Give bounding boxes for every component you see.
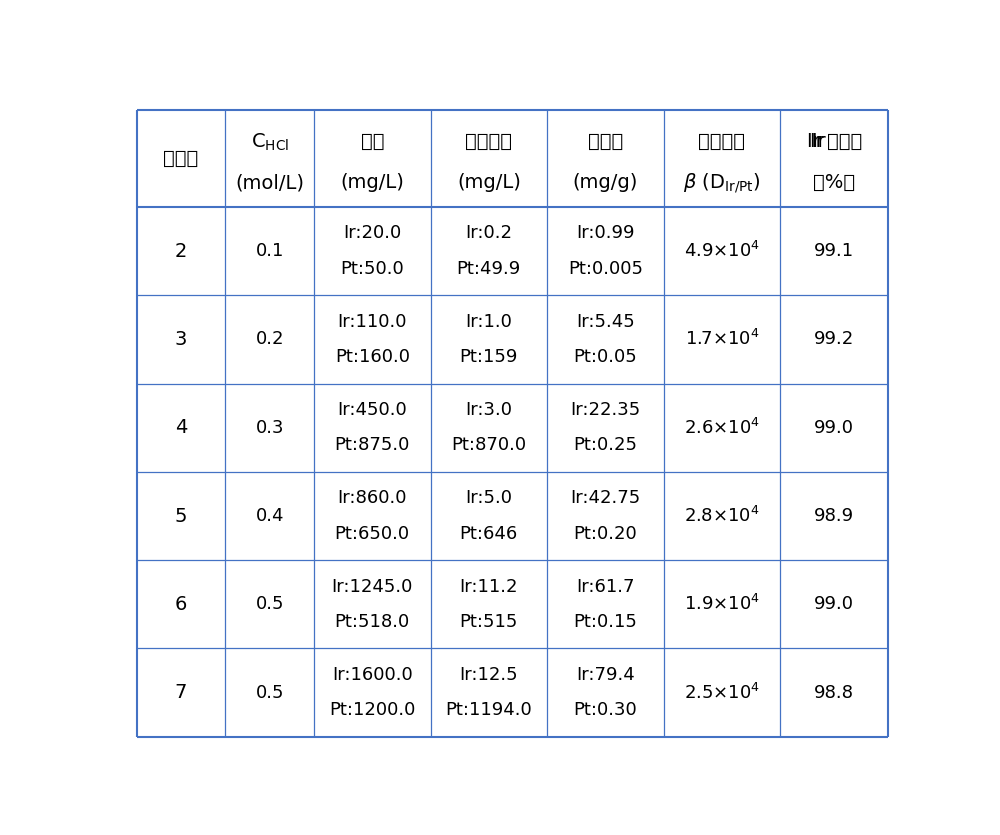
Text: Ir:42.75: Ir:42.75 bbox=[570, 489, 640, 508]
Text: (mg/L): (mg/L) bbox=[457, 173, 521, 192]
Text: 实施例: 实施例 bbox=[163, 149, 199, 168]
Text: Ir:450.0: Ir:450.0 bbox=[337, 401, 407, 419]
Text: Ir:61.7: Ir:61.7 bbox=[576, 578, 635, 595]
Text: 0.3: 0.3 bbox=[255, 418, 284, 437]
Text: Ir:0.99: Ir:0.99 bbox=[576, 225, 635, 242]
Text: Ir:860.0: Ir:860.0 bbox=[338, 489, 407, 508]
Text: Pt:0.005: Pt:0.005 bbox=[568, 260, 643, 278]
Text: Pt:0.15: Pt:0.15 bbox=[573, 613, 637, 631]
Text: 2.8×10$^{4}$: 2.8×10$^{4}$ bbox=[684, 506, 760, 526]
Text: Ir:110.0: Ir:110.0 bbox=[338, 313, 407, 331]
Text: Ir:5.45: Ir:5.45 bbox=[576, 313, 635, 331]
Text: 5: 5 bbox=[175, 507, 187, 525]
Text: Ir:3.0: Ir:3.0 bbox=[465, 401, 512, 419]
Text: Pt:50.0: Pt:50.0 bbox=[340, 260, 404, 278]
Text: 98.9: 98.9 bbox=[814, 507, 854, 525]
Text: 0.2: 0.2 bbox=[255, 331, 284, 348]
Text: Pt:646: Pt:646 bbox=[460, 524, 518, 543]
Text: 99.1: 99.1 bbox=[814, 242, 854, 261]
Text: Ir:20.0: Ir:20.0 bbox=[343, 225, 401, 242]
Text: 6: 6 bbox=[175, 595, 187, 614]
Text: 2: 2 bbox=[175, 241, 187, 261]
Text: Ir:1245.0: Ir:1245.0 bbox=[332, 578, 413, 595]
Text: Pt:1200.0: Pt:1200.0 bbox=[329, 701, 415, 719]
Text: 99.0: 99.0 bbox=[814, 595, 854, 613]
Text: Ir:1600.0: Ir:1600.0 bbox=[332, 666, 413, 684]
Text: 0.1: 0.1 bbox=[255, 242, 284, 261]
Text: Ir 解吸率: Ir 解吸率 bbox=[807, 133, 862, 151]
Text: 1.7×10$^{4}$: 1.7×10$^{4}$ bbox=[685, 329, 759, 350]
Text: Pt:49.9: Pt:49.9 bbox=[457, 260, 521, 278]
Text: 分离系数: 分离系数 bbox=[698, 133, 745, 151]
Text: (mg/L): (mg/L) bbox=[340, 173, 404, 192]
Text: $\beta$ (D$_{\rm Ir/Pt}$): $\beta$ (D$_{\rm Ir/Pt}$) bbox=[683, 171, 761, 195]
Text: Ir:12.5: Ir:12.5 bbox=[460, 666, 518, 684]
Text: Pt:160.0: Pt:160.0 bbox=[335, 348, 410, 366]
Text: 0.5: 0.5 bbox=[255, 595, 284, 613]
Text: 98.8: 98.8 bbox=[814, 684, 854, 701]
Text: Pt:159: Pt:159 bbox=[460, 348, 518, 366]
Text: Pt:0.30: Pt:0.30 bbox=[573, 701, 637, 719]
Text: Ir: Ir bbox=[812, 133, 832, 151]
Text: 1.9×10$^{4}$: 1.9×10$^{4}$ bbox=[684, 595, 760, 615]
Text: Pt:518.0: Pt:518.0 bbox=[335, 613, 410, 631]
Text: (mol/L): (mol/L) bbox=[235, 173, 304, 192]
Text: 99.0: 99.0 bbox=[814, 418, 854, 437]
Text: 吸附量: 吸附量 bbox=[588, 133, 623, 151]
Text: 7: 7 bbox=[175, 683, 187, 702]
Text: Ir:79.4: Ir:79.4 bbox=[576, 666, 635, 684]
Text: Pt:515: Pt:515 bbox=[460, 613, 518, 631]
Text: Ir:11.2: Ir:11.2 bbox=[460, 578, 518, 595]
Text: 99.2: 99.2 bbox=[814, 331, 854, 348]
Text: Ir:1.0: Ir:1.0 bbox=[465, 313, 512, 331]
Text: 0.5: 0.5 bbox=[255, 684, 284, 701]
Text: 吸附余液: 吸附余液 bbox=[465, 133, 512, 151]
Text: Pt:1194.0: Pt:1194.0 bbox=[445, 701, 532, 719]
Text: Pt:0.05: Pt:0.05 bbox=[573, 348, 637, 366]
Text: Pt:650.0: Pt:650.0 bbox=[335, 524, 410, 543]
Text: Ir:5.0: Ir:5.0 bbox=[465, 489, 512, 508]
Text: 4: 4 bbox=[175, 418, 187, 438]
Text: Pt:0.25: Pt:0.25 bbox=[573, 437, 637, 454]
Text: Pt:0.20: Pt:0.20 bbox=[573, 524, 637, 543]
Text: Ir: Ir bbox=[810, 133, 830, 151]
Text: 2.5×10$^{4}$: 2.5×10$^{4}$ bbox=[684, 682, 760, 702]
Text: 2.6×10$^{4}$: 2.6×10$^{4}$ bbox=[684, 418, 760, 438]
Text: 0.4: 0.4 bbox=[255, 507, 284, 525]
Text: Pt:875.0: Pt:875.0 bbox=[335, 437, 410, 454]
Text: Ir:0.2: Ir:0.2 bbox=[465, 225, 512, 242]
Text: 3: 3 bbox=[175, 330, 187, 349]
Text: Pt:870.0: Pt:870.0 bbox=[451, 437, 526, 454]
Text: 料液: 料液 bbox=[361, 133, 384, 151]
Text: Ir:22.35: Ir:22.35 bbox=[570, 401, 640, 419]
Text: C$_{\rm HCl}$: C$_{\rm HCl}$ bbox=[251, 131, 289, 153]
Text: （%）: （%） bbox=[813, 173, 855, 192]
Text: 4.9×10$^{4}$: 4.9×10$^{4}$ bbox=[684, 241, 760, 261]
Text: (mg/g): (mg/g) bbox=[573, 173, 638, 192]
